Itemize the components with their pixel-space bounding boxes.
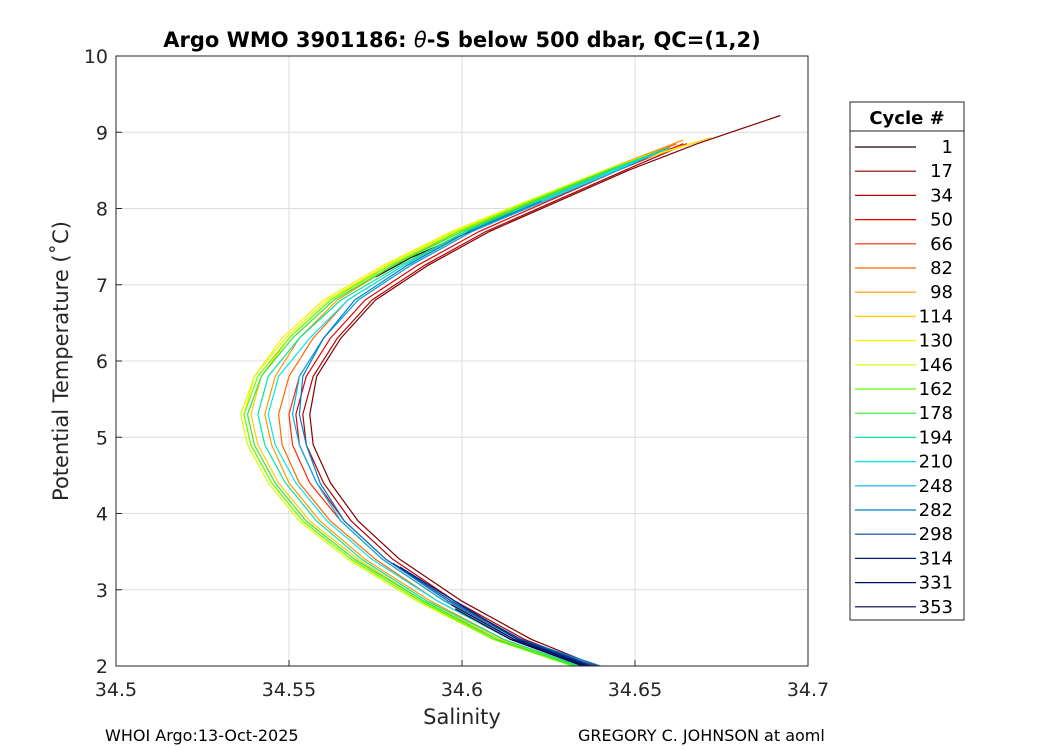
series-line-cycle-282 (298, 200, 601, 667)
y-tick-label: 6 (96, 351, 108, 373)
title-theta: θ (414, 28, 427, 52)
y-axis-label: Potential Temperature (˚C) (49, 221, 73, 501)
series-line-cycle-248 (291, 146, 670, 667)
legend-label-cycle-66: 66 (930, 234, 953, 255)
y-tick-label: 7 (96, 275, 108, 297)
y-tick-label: 5 (96, 427, 108, 449)
y-tick-label: 3 (96, 580, 108, 602)
series-line-cycle-17 (309, 114, 781, 667)
legend-items: 1 17 34 50 66 82 98 114 130 146 162 178 194 210 248 282… (855, 137, 953, 618)
series-line-cycle-314 (399, 566, 591, 667)
series-line-cycle-146 (240, 146, 670, 667)
title-prefix: Argo WMO 3901186: (163, 28, 414, 52)
y-tick-label: 2 (96, 656, 108, 678)
legend-label-cycle-331: 331 (919, 573, 953, 594)
legend-label-cycle-130: 130 (919, 331, 953, 352)
legend-label-cycle-50: 50 (930, 210, 953, 231)
series-line-cycle-331 (451, 604, 587, 667)
y-tick-label: 8 (96, 199, 108, 221)
legend-title: Cycle # (869, 108, 944, 129)
legend-label-cycle-1: 1 (942, 137, 953, 158)
tick-labels: 34.5 34.55 34.6 34.65 34.7 2 3 4 5 6 7 8 9 10 (84, 46, 829, 701)
x-tick-label: 34.5 (95, 679, 137, 701)
legend-label-cycle-98: 98 (930, 282, 953, 303)
legend-label-cycle-248: 248 (919, 476, 953, 497)
footer-left: WHOI Argo:13-Oct-2025 (105, 726, 299, 745)
series-line-cycle-34 (302, 143, 688, 667)
x-tick-label: 34.6 (441, 679, 483, 701)
legend-label-cycle-194: 194 (919, 427, 953, 448)
chart-title: Argo WMO 3901186: θ-S below 500 dbar, QC… (163, 28, 760, 52)
series-line-cycle-353 (454, 608, 584, 667)
y-tick-label: 9 (96, 122, 108, 144)
legend-label-cycle-34: 34 (930, 185, 953, 206)
legend-label-cycle-353: 353 (919, 597, 953, 618)
x-axis-label: Salinity (423, 705, 501, 729)
x-tick-label: 34.65 (608, 679, 662, 701)
series-line-cycle-82 (278, 143, 677, 667)
title-suffix: -S below 500 dbar, QC=(1,2) (427, 28, 761, 52)
legend: Cycle # 1 17 34 50 66 82 98 114 130 146 162 178 194 2… (849, 101, 965, 621)
series-line-cycle-162 (243, 146, 670, 667)
series-line-cycle-114 (250, 137, 712, 667)
plot-lines (240, 114, 781, 667)
legend-label-cycle-114: 114 (919, 306, 953, 327)
legend-label-cycle-282: 282 (919, 500, 953, 521)
series-line-cycle-178 (246, 146, 670, 667)
legend-label-cycle-82: 82 (930, 258, 953, 279)
legend-label-cycle-162: 162 (919, 379, 953, 400)
x-tick-label: 34.55 (262, 679, 316, 701)
series-line-cycle-194 (257, 146, 670, 667)
footer-right: GREGORY C. JOHNSON at aoml (578, 726, 825, 745)
legend-label-cycle-314: 314 (919, 548, 953, 569)
legend-label-cycle-210: 210 (919, 452, 953, 473)
y-tick-label: 10 (84, 46, 108, 68)
legend-label-cycle-17: 17 (930, 161, 953, 182)
x-tick-label: 34.7 (787, 679, 829, 701)
legend-label-cycle-298: 298 (919, 524, 953, 545)
legend-label-cycle-178: 178 (919, 403, 953, 424)
y-tick-label: 4 (96, 504, 108, 526)
legend-label-cycle-146: 146 (919, 355, 953, 376)
